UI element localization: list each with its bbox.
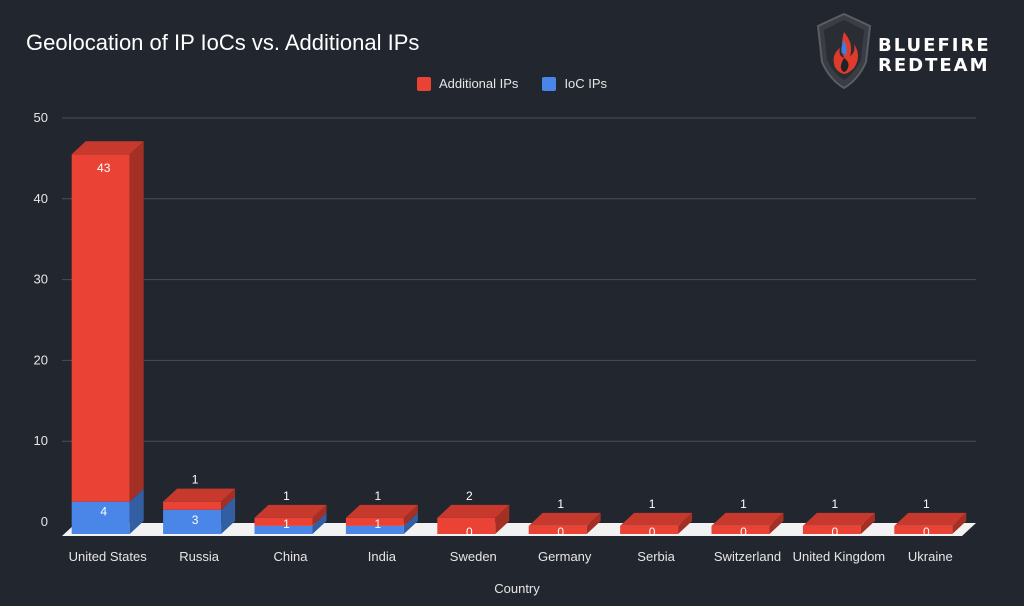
bar-top-cap — [163, 488, 236, 502]
legend-label-additional-ips: Additional IPs — [438, 76, 519, 91]
x-tick-label: China — [274, 549, 309, 564]
data-label-additional: 1 — [283, 489, 290, 503]
bar-side-additional — [129, 141, 144, 502]
x-tick-label: Switzerland — [714, 549, 781, 564]
bar-additional — [163, 501, 222, 510]
bar-additional — [894, 525, 953, 534]
logo-line-1: BLUEFIRE — [878, 35, 991, 56]
legend-label-ioc-ips: IoC IPs — [564, 76, 608, 91]
bar-ioc — [163, 509, 222, 534]
y-tick-label: 40 — [34, 191, 48, 206]
bar-top-cap — [802, 512, 875, 526]
data-label-additional: 2 — [466, 489, 473, 503]
data-label-additional: 1 — [557, 497, 564, 511]
data-label-additional: 1 — [832, 497, 839, 511]
bar-side-additional — [403, 504, 418, 526]
legend-swatch-ioc-ips — [542, 76, 557, 91]
bar-additional — [437, 517, 496, 534]
data-label-ioc: 0 — [466, 525, 473, 539]
bar-top-cap — [528, 512, 601, 526]
bar-additional — [528, 525, 587, 534]
bar-ioc — [254, 525, 313, 534]
x-tick-label: Germany — [538, 549, 592, 564]
bar-top-cap — [71, 141, 144, 155]
y-tick-label: 30 — [34, 272, 48, 287]
data-label-additional: 1 — [923, 497, 930, 511]
bar-side-additional — [495, 504, 510, 534]
legend-item-additional-ips: Additional IPs — [416, 76, 519, 91]
bar-top-cap — [711, 512, 784, 526]
bluefire-redteam-logo: BLUEFIRE REDTEAM — [814, 10, 989, 90]
bar-side-additional — [312, 504, 327, 526]
bar-top-cap — [254, 504, 327, 518]
bar-additional — [802, 525, 861, 534]
bar-additional — [254, 517, 313, 526]
data-label-additional: 1 — [740, 497, 747, 511]
bar-side-ioc — [129, 488, 144, 534]
bar-side-additional — [769, 512, 784, 534]
bar-additional — [71, 154, 130, 502]
shield-flame-icon — [816, 12, 872, 90]
bar-top-cap — [345, 504, 418, 518]
data-label-additional: 1 — [192, 473, 199, 487]
legend-item-ioc-ips: IoC IPs — [542, 76, 607, 91]
data-label-ioc: 0 — [923, 525, 930, 539]
bar-additional — [345, 517, 404, 526]
y-tick-label: 10 — [34, 433, 48, 448]
y-tick-label: 50 — [34, 110, 48, 125]
bar-side-ioc — [221, 496, 236, 534]
data-label-ioc: 1 — [283, 517, 290, 531]
bar-top-cap — [620, 512, 693, 526]
chart-title: Geolocation of IP IoCs vs. Additional IP… — [26, 30, 420, 55]
bar-side-additional — [586, 512, 601, 534]
data-label-ioc: 0 — [649, 525, 656, 539]
x-axis-title: Country — [494, 581, 540, 596]
x-tick-label: United States — [69, 549, 148, 564]
bar-side-additional — [952, 512, 967, 534]
data-label-ioc: 0 — [832, 525, 839, 539]
bar-additional — [620, 525, 679, 534]
bar-ioc — [71, 501, 130, 534]
y-tick-label: 20 — [34, 352, 48, 367]
bar-side-ioc — [312, 512, 327, 534]
data-label-ioc: 0 — [557, 525, 564, 539]
chart-legend: Additional IPs IoC IPs — [0, 76, 1024, 91]
bar-additional — [711, 525, 770, 534]
x-tick-label: Sweden — [450, 549, 497, 564]
data-label-ioc: 4 — [100, 505, 107, 519]
x-tick-label: United Kingdom — [793, 549, 886, 564]
bar-top-cap — [894, 512, 967, 526]
bar-ioc — [345, 525, 404, 534]
bar-top-cap — [437, 504, 510, 518]
data-label-ioc: 1 — [375, 517, 382, 531]
y-tick-label: 0 — [41, 514, 48, 529]
bar-side-additional — [221, 488, 236, 510]
data-label-ioc: 3 — [192, 513, 199, 527]
x-tick-label: Serbia — [637, 549, 675, 564]
data-label-ioc: 0 — [740, 525, 747, 539]
legend-swatch-additional-ips — [416, 76, 431, 91]
bar-side-additional — [678, 512, 693, 534]
data-label-additional: 43 — [97, 161, 111, 175]
bar-side-ioc — [403, 512, 418, 534]
logo-line-2: REDTEAM — [878, 55, 990, 76]
bar-side-additional — [860, 512, 875, 534]
x-tick-label: Ukraine — [908, 549, 953, 564]
data-label-additional: 1 — [649, 497, 656, 511]
data-label-additional: 1 — [375, 489, 382, 503]
x-tick-label: Russia — [179, 549, 220, 564]
x-tick-label: India — [368, 549, 397, 564]
